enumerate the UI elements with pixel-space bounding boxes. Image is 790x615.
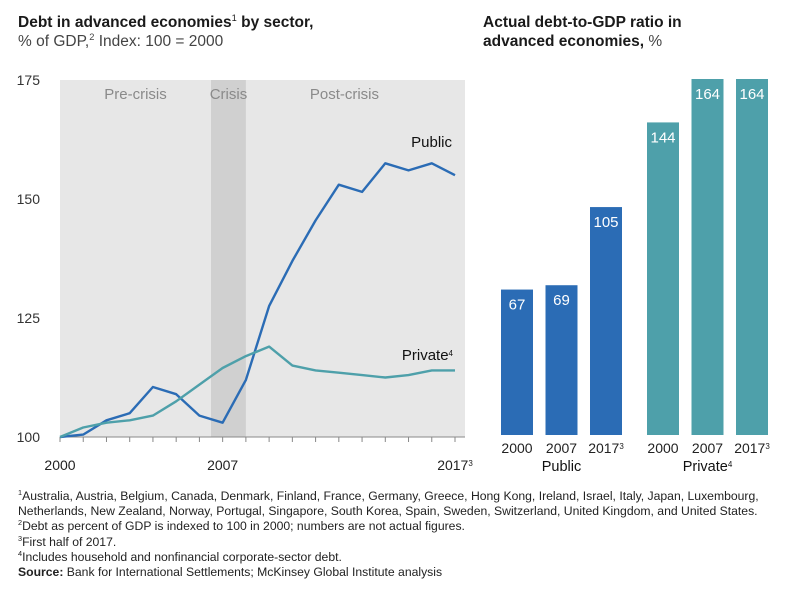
series-label-private: Private4 xyxy=(402,347,454,364)
series-line-public xyxy=(59,162,456,439)
bar-public-2007 xyxy=(545,285,578,435)
bar-category-label: 2007 xyxy=(546,440,577,456)
bar-private-2017 xyxy=(736,79,768,435)
bar-value-label: 67 xyxy=(509,297,526,314)
bar-group-label-private: Private4 xyxy=(683,459,733,475)
footnotes: 1Australia, Austria, Belgium, Canada, De… xyxy=(18,489,783,580)
bar-public-2000 xyxy=(501,289,533,435)
x-tick-label-2017: 20173 xyxy=(437,457,473,473)
left-chart-title-block: Debt in advanced economies1 by sector, %… xyxy=(18,13,458,51)
plot-background xyxy=(60,80,465,437)
bar-category-label: 2007 xyxy=(692,440,723,456)
y-tick-label: 125 xyxy=(17,310,41,326)
series-line-private xyxy=(59,345,455,439)
right-chart-title-line1: Actual debt-to-GDP ratio in xyxy=(483,14,682,31)
bar-group-label-public: Public xyxy=(542,459,582,475)
y-tick-label: 175 xyxy=(17,72,41,88)
bar-category-label: 2000 xyxy=(647,440,678,456)
left-chart-subtitle-b: Index: 100 = 2000 xyxy=(94,33,224,50)
footnote-3-sup: 3 xyxy=(18,533,23,543)
right-chart-title-block: Actual debt-to-GDP ratio in advanced eco… xyxy=(483,13,783,51)
bar-value-label: 105 xyxy=(593,214,618,231)
bar-public-2017 xyxy=(590,207,622,435)
y-tick-label: 100 xyxy=(17,429,41,445)
left-chart-title: Debt in advanced economies xyxy=(18,14,232,31)
footnote-4: Includes household and nonfinancial corp… xyxy=(22,549,342,564)
period-label-pre-crisis: Pre-crisis xyxy=(104,86,167,103)
bar-value-label: 164 xyxy=(695,86,720,103)
x-tick-label-2000: 2000 xyxy=(44,457,75,473)
bar-private-2000 xyxy=(647,122,679,435)
left-chart-subtitle-sup: 2 xyxy=(89,31,95,42)
crisis-band xyxy=(211,80,246,437)
period-label-crisis: Crisis xyxy=(210,86,248,103)
footnote-2: Debt as percent of GDP is indexed to 100… xyxy=(22,519,465,534)
footnote-3: First half of 2017. xyxy=(22,534,117,549)
source-text: Bank for International Settlements; McKi… xyxy=(63,565,443,580)
bar-value-label: 164 xyxy=(739,86,764,103)
charts-canvas: Pre-crisis Crisis Post-crisis 100 125 150 175 2… xyxy=(17,72,771,475)
bar-private-2007 xyxy=(691,79,724,435)
y-tick-label: 150 xyxy=(17,191,41,207)
left-chart-title-sup: 1 xyxy=(231,12,237,23)
right-chart-title-line2: advanced economies, xyxy=(483,33,645,50)
footnote-2-sup: 2 xyxy=(18,518,23,528)
bar-category-label: 20173 xyxy=(588,440,624,456)
bar-category-label: 20173 xyxy=(734,440,770,456)
left-chart-title-rest: by sector, xyxy=(236,14,314,31)
bar-value-label: 144 xyxy=(650,129,675,146)
period-label-post-crisis: Post-crisis xyxy=(310,86,379,103)
footnote-1: Australia, Austria, Belgium, Canada, Den… xyxy=(18,489,759,519)
footnote-1-sup: 1 xyxy=(18,487,23,497)
left-chart-subtitle-a: % of GDP, xyxy=(18,33,90,50)
bar-value-label: 69 xyxy=(553,292,570,309)
bar-category-label: 2000 xyxy=(501,440,532,456)
right-chart-title-unit: % xyxy=(644,33,663,50)
source-label: Source: xyxy=(18,565,64,580)
footnote-4-sup: 4 xyxy=(18,548,23,558)
x-tick-label-2007: 2007 xyxy=(207,457,238,473)
series-label-public: Public xyxy=(411,134,452,151)
